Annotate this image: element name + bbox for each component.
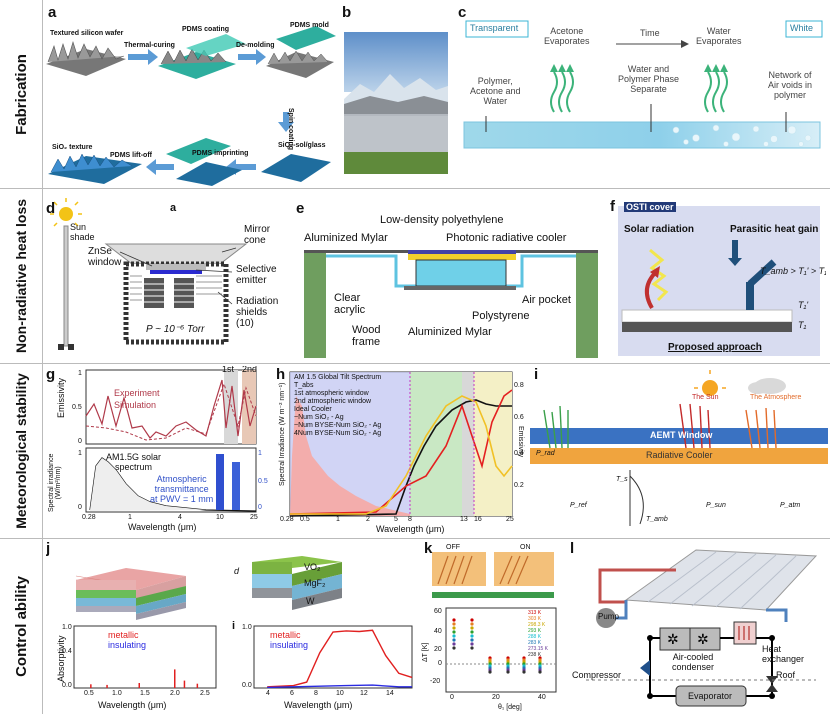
panel-f: f OSTI cover Solar radiation Parasitic h… — [610, 192, 826, 360]
k-data-point — [470, 626, 473, 629]
panel-e: e Low-density polyethylene Aluminized My… — [296, 192, 606, 360]
k-data-point — [470, 646, 473, 649]
k-data-point — [452, 622, 455, 625]
k-data-point — [470, 642, 473, 645]
spike-bar — [90, 684, 92, 688]
k-data-point — [522, 670, 525, 673]
svg-text:✲: ✲ — [667, 632, 679, 648]
k-data-point — [470, 634, 473, 637]
spike-bar — [174, 669, 176, 688]
panel-h: h AM 1.5 Global Tilt Spectrum T_abs 1st … — [276, 366, 528, 536]
spike-bar — [197, 684, 199, 688]
spike-bar — [184, 681, 186, 688]
row-label-control: Control ability — [0, 538, 42, 714]
spike-bar — [139, 683, 141, 688]
k-data-point — [452, 642, 455, 645]
k-data-point — [452, 618, 455, 621]
k-data-point — [470, 630, 473, 633]
k-data-point — [452, 630, 455, 633]
spike-bar — [106, 685, 108, 688]
panel-i: i The Sun The Atmosphere AEMT Window Rad… — [530, 366, 828, 536]
panel-a: a Textured silicon wafer PDMS coating PD… — [46, 4, 336, 186]
k-data-point — [452, 626, 455, 629]
row-label-fabrication: Fabrication — [0, 0, 42, 188]
row-label-non-radiative: Non-radiative heat loss — [0, 188, 42, 363]
k-data-point — [488, 670, 491, 673]
k-data-point — [452, 646, 455, 649]
k-data-point — [470, 618, 473, 621]
row-label-meteorological: Meteorological stability — [0, 363, 42, 538]
k-data-point — [470, 622, 473, 625]
k-data-point — [470, 638, 473, 641]
k-data-point — [538, 670, 541, 673]
panel-j: j VO₂ MgF₂ W d i metallic insulating met… — [46, 540, 418, 714]
k-data-point — [506, 670, 509, 673]
panel-b: b — [340, 4, 452, 186]
panel-g: g Experiment Simulation 1st 2nd Emissivi… — [46, 366, 274, 536]
panel-k: k OFF ON ΔT [K] θ₁ [deg] 0 20 40 60 40 2… — [420, 540, 564, 714]
panel-c: c Transparent White Acetone Evaporates T… — [456, 4, 828, 186]
svg-text:✲: ✲ — [697, 632, 709, 648]
k-data-point — [452, 638, 455, 641]
k-data-point — [452, 634, 455, 637]
panel-l: l ✲ ✲ Pump Heat exchanger Compressor Air… — [566, 540, 828, 714]
panel-d: d a Sun shade Mirror cone ZnSe window Se… — [46, 192, 282, 360]
